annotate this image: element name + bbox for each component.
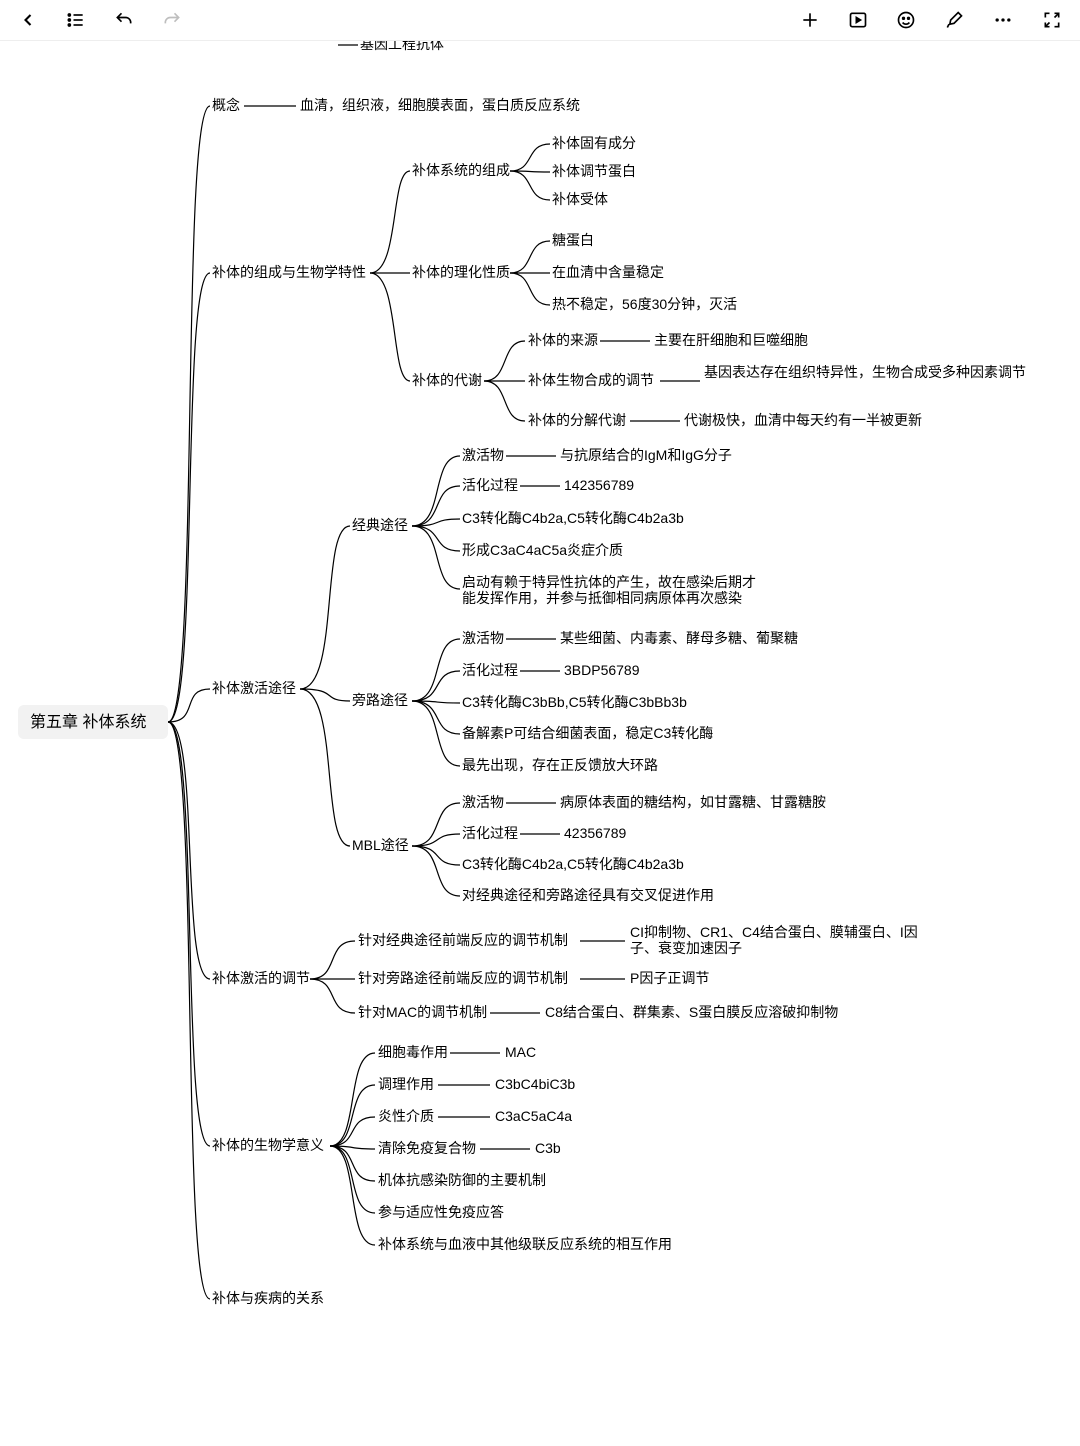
node[interactable]: 子、衰变加速因子 xyxy=(630,940,742,956)
node[interactable]: 旁路途径 xyxy=(352,692,408,708)
toolbar xyxy=(0,0,1080,41)
node[interactable]: 调理作用 xyxy=(378,1076,434,1092)
node[interactable]: 补体的组成与生物学特性 xyxy=(212,264,366,280)
node[interactable]: 针对旁路途径前端反应的调节机制 xyxy=(358,970,568,986)
node[interactable]: C8结合蛋白、群集素、S蛋白膜反应溶破抑制物 xyxy=(545,1004,838,1020)
node[interactable]: 补体的分解代谢 xyxy=(528,412,626,428)
node[interactable]: 热不稳定，56度30分钟，灭活 xyxy=(552,296,737,312)
node[interactable]: 针对MAC的调节机制 xyxy=(358,1004,487,1020)
node[interactable]: 补体的来源 xyxy=(528,332,598,348)
back-icon[interactable] xyxy=(18,10,38,30)
node[interactable]: 补体生物合成的调节 xyxy=(528,372,654,388)
node[interactable]: 概念 xyxy=(212,97,240,113)
node[interactable]: 参与适应性免疫应答 xyxy=(378,1204,504,1220)
node[interactable]: 补体的生物学意义 xyxy=(212,1137,324,1153)
node[interactable]: 补体的理化性质 xyxy=(412,264,510,280)
node[interactable]: 在血清中含量稳定 xyxy=(552,264,664,280)
node[interactable]: 补体激活的调节 xyxy=(212,970,310,986)
node[interactable]: MAC xyxy=(505,1044,536,1060)
node[interactable]: 补体调节蛋白 xyxy=(552,163,636,179)
node[interactable]: 激活物 xyxy=(462,447,504,463)
play-icon[interactable] xyxy=(848,10,868,30)
node[interactable]: 活化过程 xyxy=(462,825,518,841)
node[interactable]: 能发挥作用，并参与抵御相同病原体再次感染 xyxy=(462,590,742,606)
node[interactable]: 炎性介质 xyxy=(378,1108,434,1124)
node[interactable]: 激活物 xyxy=(462,630,504,646)
node[interactable]: 42356789 xyxy=(564,825,627,841)
node[interactable]: 启动有赖于特异性抗体的产生，故在感染后期才 xyxy=(462,574,756,590)
node[interactable]: 补体受体 xyxy=(552,191,608,207)
node[interactable]: 清除免疫复合物 xyxy=(378,1140,476,1156)
node[interactable]: C3bC4biC3b xyxy=(495,1076,575,1092)
node[interactable]: CI抑制物、CR1、C4结合蛋白、膜辅蛋白、I因 xyxy=(630,924,918,940)
more-icon[interactable] xyxy=(992,10,1014,30)
node[interactable]: 激活物 xyxy=(462,794,504,810)
node[interactable]: 补体系统与血液中其他级联反应系统的相互作用 xyxy=(378,1236,672,1252)
node[interactable]: 补体与疾病的关系 xyxy=(212,1290,324,1306)
node[interactable]: 细胞毒作用 xyxy=(378,1044,448,1060)
node[interactable]: 经典途径 xyxy=(352,517,408,533)
node[interactable]: 补体激活途径 xyxy=(212,680,296,696)
node[interactable]: 活化过程 xyxy=(462,477,518,493)
brush-icon[interactable] xyxy=(944,10,964,30)
node[interactable]: C3转化酶C4b2a,C5转化酶C4b2a3b xyxy=(462,856,684,872)
node[interactable]: MBL途径 xyxy=(352,837,409,853)
node[interactable]: 主要在肝细胞和巨噬细胞 xyxy=(654,332,808,348)
mindmap-canvas[interactable]: 基因工程抗体 第五章 补体系统 概念 血清，组织液，细胞膜表面，蛋白质反应系统 … xyxy=(0,41,1080,1441)
node[interactable]: 最先出现，存在正反馈放大环路 xyxy=(462,757,658,773)
node[interactable]: 活化过程 xyxy=(462,662,518,678)
node[interactable]: 补体固有成分 xyxy=(552,135,636,151)
node[interactable]: C3转化酶C3bBb,C5转化酶C3bBb3b xyxy=(462,694,687,710)
node[interactable]: C3转化酶C4b2a,C5转化酶C4b2a3b xyxy=(462,510,684,526)
node[interactable]: 备解素P可结合细菌表面，稳定C3转化酶 xyxy=(462,725,713,741)
node[interactable]: 代谢极快，血清中每天约有一半被更新 xyxy=(684,412,922,428)
root-label: 第五章 补体系统 xyxy=(30,713,146,731)
fullscreen-icon[interactable] xyxy=(1042,10,1062,30)
node[interactable]: 糖蛋白 xyxy=(552,232,594,248)
node[interactable]: 基因工程抗体 xyxy=(360,41,444,52)
undo-icon[interactable] xyxy=(114,10,134,30)
node[interactable]: 对经典途径和旁路途径具有交叉促进作用 xyxy=(462,887,714,903)
node[interactable]: 补体的代谢 xyxy=(412,372,482,388)
node[interactable]: C3b xyxy=(535,1140,561,1156)
node[interactable]: 针对经典途径前端反应的调节机制 xyxy=(358,932,568,948)
add-icon[interactable] xyxy=(800,10,820,30)
node[interactable]: C3aC5aC4a xyxy=(495,1108,572,1124)
node[interactable]: 142356789 xyxy=(564,477,634,493)
node[interactable]: 3BDP56789 xyxy=(564,662,640,678)
node[interactable]: 形成C3aC4aC5a炎症介质 xyxy=(462,542,623,558)
node[interactable]: P因子正调节 xyxy=(630,970,709,986)
node[interactable]: 某些细菌、内毒素、酵母多糖、葡聚糖 xyxy=(560,630,798,646)
list-icon[interactable] xyxy=(66,10,86,30)
node[interactable]: 机体抗感染防御的主要机制 xyxy=(378,1172,546,1188)
node[interactable]: 病原体表面的糖结构，如甘露糖、甘露糖胺 xyxy=(560,794,826,810)
redo-icon[interactable] xyxy=(162,10,182,30)
emoji-icon[interactable] xyxy=(896,10,916,30)
node[interactable]: 补体系统的组成 xyxy=(412,162,510,178)
node[interactable]: 与抗原结合的IgM和IgG分子 xyxy=(560,447,732,463)
node[interactable]: 基因表达存在组织特异性，生物合成受多种因素调节 xyxy=(704,364,1026,380)
node[interactable]: 血清，组织液，细胞膜表面，蛋白质反应系统 xyxy=(300,97,580,113)
